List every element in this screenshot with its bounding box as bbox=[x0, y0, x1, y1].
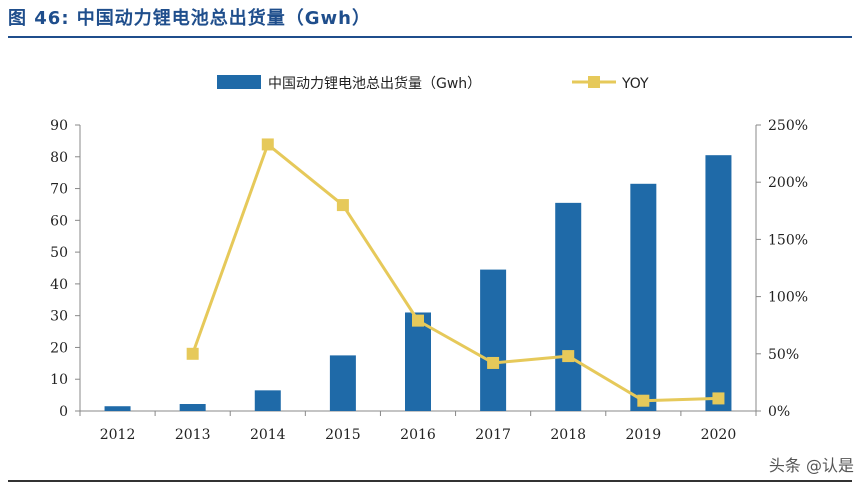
y-tick-label: 60 bbox=[50, 213, 68, 229]
y-tick-label: 70 bbox=[50, 182, 68, 198]
bar bbox=[705, 155, 732, 411]
y-tick-label: 90 bbox=[50, 118, 68, 134]
yoy-point bbox=[186, 347, 199, 360]
yoy-point bbox=[637, 394, 650, 407]
x-tick-label: 2015 bbox=[325, 427, 361, 443]
figure-title: 图 46: 中国动力锂电池总出货量（Gwh） bbox=[8, 8, 371, 29]
bar bbox=[630, 183, 657, 411]
x-tick-label: 2020 bbox=[701, 427, 737, 443]
legend-line-marker bbox=[588, 76, 600, 88]
y-tick-label: 10 bbox=[50, 372, 68, 388]
y2-tick-label: 50% bbox=[768, 347, 799, 363]
x-tick-label: 2013 bbox=[175, 427, 211, 443]
bar bbox=[555, 202, 582, 411]
chart-axes: 0 10 20 30 40 50 60 70 80 90 0% 50% 100% 150% 200% 250%… bbox=[50, 118, 808, 443]
bar bbox=[405, 312, 431, 411]
bar bbox=[254, 390, 281, 411]
bar bbox=[179, 404, 206, 411]
yoy-point bbox=[712, 392, 725, 405]
yoy-point bbox=[336, 199, 349, 212]
bar bbox=[329, 355, 356, 411]
y2-tick-label: 150% bbox=[768, 232, 808, 248]
bar bbox=[480, 269, 507, 411]
y-tick-label: 0 bbox=[59, 404, 68, 420]
yoy-point bbox=[562, 350, 575, 363]
yoy-line bbox=[191, 142, 719, 403]
chart-legend: 中国动力锂电池总出货量（Gwh） YOY bbox=[217, 75, 649, 92]
y2-tick-label: 100% bbox=[768, 290, 808, 306]
watermark: 头条 @认是 bbox=[768, 456, 854, 475]
x-tick-label: 2016 bbox=[400, 427, 436, 443]
x-tick-label: 2014 bbox=[250, 427, 286, 443]
y2-tick-label: 0% bbox=[768, 404, 790, 420]
yoy-series bbox=[186, 138, 725, 407]
x-tick-label: 2012 bbox=[100, 427, 136, 443]
y-tick-label: 40 bbox=[50, 277, 68, 293]
legend-line-label: YOY bbox=[621, 76, 649, 92]
yoy-point bbox=[261, 138, 274, 151]
y2-tick-label: 250% bbox=[768, 118, 808, 134]
bar bbox=[104, 406, 131, 411]
y-tick-label: 80 bbox=[50, 150, 68, 166]
y-tick-label: 20 bbox=[50, 340, 68, 356]
yoy-point bbox=[412, 314, 424, 327]
y-tick-label: 30 bbox=[50, 309, 68, 325]
bottom-divider bbox=[8, 480, 852, 482]
bar-series bbox=[104, 155, 732, 411]
x-tick-label: 2017 bbox=[475, 427, 511, 443]
x-tick-label: 2018 bbox=[550, 427, 586, 443]
legend-bar-label: 中国动力锂电池总出货量（Gwh） bbox=[268, 75, 481, 92]
title-divider bbox=[8, 36, 852, 38]
yoy-point bbox=[487, 356, 500, 369]
y2-tick-label: 200% bbox=[768, 175, 808, 191]
y-tick-label: 50 bbox=[50, 245, 68, 261]
x-tick-label: 2019 bbox=[626, 427, 662, 443]
legend-bar-swatch bbox=[217, 75, 261, 89]
